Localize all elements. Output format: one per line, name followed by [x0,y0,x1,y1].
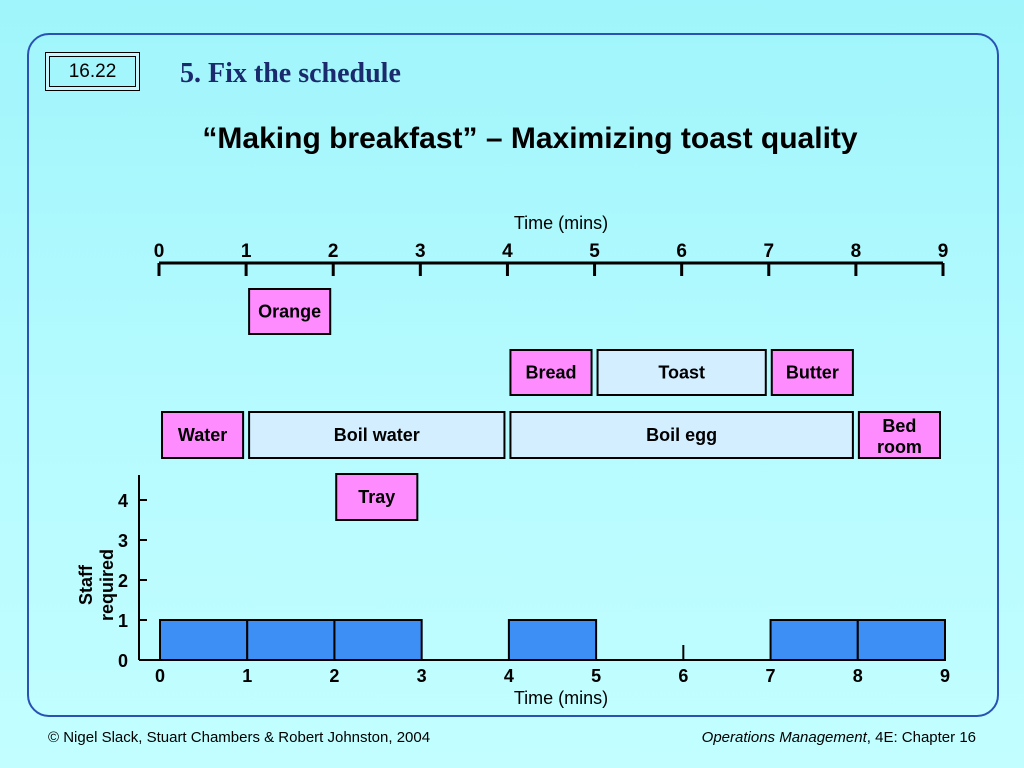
footer-chapter: , 4E: Chapter 16 [866,729,976,746]
y-axis-tick-label: 2 [118,571,128,591]
x-axis-tick-label: 2 [329,666,339,686]
task-box-rect [770,349,854,396]
x-axis-tick-label: 0 [155,666,165,686]
staff-bar [507,619,598,661]
task-label: Boil egg [646,425,717,445]
staff-bar [246,619,336,661]
task-boxes: Orange Bread Toast Butter Water Boil water Boi… [161,288,942,521]
x-axis-tick-label: 8 [853,666,863,686]
y-axis-tick-label: 4 [118,491,128,511]
top-axis-tick-label: 8 [851,241,862,262]
task-label: Orange [258,302,321,322]
slide-subheading: “Making breakfast” – Maximizing toast qu… [202,122,858,155]
task-label: Bed [882,416,916,436]
top-axis-tick-label: 9 [938,241,949,262]
task-box-rect [248,411,506,459]
staff-bar [769,619,859,661]
task-box: Tray [335,473,419,521]
task-box: Boil water [248,411,506,459]
task-box-rect [509,349,593,396]
slide-heading: 5. Fix the schedule [180,58,401,89]
task-box-rect [335,473,419,521]
task-label: Bread [525,363,576,383]
task-label: Toast [658,363,705,383]
task-box: Boil egg [509,411,854,459]
staff-bar [159,619,249,661]
task-label: Tray [358,487,395,507]
staff-bar [856,619,946,661]
task-box: Orange [248,288,332,335]
x-axis-tick-label: 4 [504,666,514,686]
bottom-axis-title: Time (mins) [513,688,609,708]
x-axis-tick-label: 1 [242,666,252,686]
top-axis-tick-label: 1 [241,241,252,262]
slide-number: 16.22 [45,52,140,91]
top-axis-tick-label: 2 [328,241,339,262]
x-axis-tick-label: 5 [591,666,601,686]
top-time-axis: 0 1 2 3 4 5 6 7 8 9 [154,241,949,276]
x-axis-tick-label: 9 [940,666,950,686]
footer-book-title: Operations Management [701,729,867,746]
top-axis-title: Time (mins) [513,213,609,233]
task-box: Toast [596,349,767,396]
task-box-rect [857,411,942,459]
task-box: Bread [509,349,593,396]
task-box-rect [248,288,332,335]
task-box-rect [509,411,854,459]
footer-source: Operations Management, 4E: Chapter 16 [702,729,976,746]
slide-frame [27,33,999,717]
y-axis-tick-label: 3 [118,531,128,551]
staff-chart: 0 1 2 3 4 0 1 2 3 4 5 6 7 8 9 [118,475,950,686]
x-axis-tick-label: 6 [678,666,688,686]
y-axis-label: Staff required [76,548,117,622]
top-axis-tick-label: 4 [502,241,513,262]
top-axis-tick-label: 7 [763,241,774,262]
top-axis-tick-label: 5 [589,241,600,262]
task-box: Water [161,411,245,459]
task-label: room [877,437,922,457]
task-label: Boil water [334,425,420,445]
y-axis-tick-label: 0 [118,651,128,671]
task-box: Butter [770,349,854,396]
task-label: Butter [786,363,839,383]
task-label: Water [178,425,227,445]
top-axis-tick-label: 6 [676,241,687,262]
x-axis-tick-label: 7 [766,666,776,686]
x-axis-tick-label: 3 [417,666,427,686]
staff-bar [333,619,423,661]
y-axis-tick-label: 1 [118,611,128,631]
task-box-rect [596,349,767,396]
footer-copyright: © Nigel Slack, Stuart Chambers & Robert … [48,729,431,746]
top-axis-tick-label: 0 [154,241,165,262]
task-box-rect [161,411,245,459]
top-axis-tick-label: 3 [415,241,426,262]
